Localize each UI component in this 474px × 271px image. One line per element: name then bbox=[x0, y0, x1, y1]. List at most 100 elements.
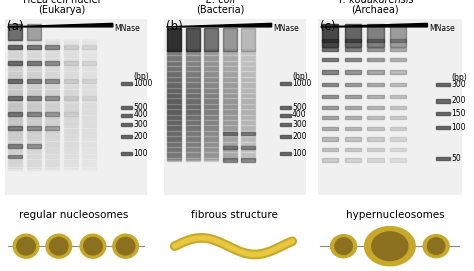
Bar bbox=[186, 133, 200, 135]
Bar bbox=[241, 157, 255, 160]
Bar bbox=[46, 115, 59, 118]
Bar bbox=[27, 119, 41, 121]
Bar bbox=[204, 105, 218, 107]
Bar bbox=[82, 127, 96, 129]
Bar bbox=[223, 151, 237, 154]
Bar bbox=[223, 137, 237, 139]
Bar bbox=[280, 114, 291, 117]
Bar bbox=[82, 68, 96, 70]
Bar bbox=[204, 92, 218, 95]
Bar bbox=[186, 54, 200, 57]
Bar bbox=[167, 117, 181, 120]
Bar bbox=[64, 140, 78, 142]
Bar bbox=[241, 140, 255, 143]
Bar bbox=[223, 75, 237, 78]
Bar bbox=[204, 135, 218, 138]
Bar bbox=[223, 104, 237, 106]
Bar bbox=[241, 138, 255, 140]
Bar bbox=[27, 78, 41, 80]
Bar bbox=[82, 65, 96, 67]
Bar bbox=[9, 140, 22, 142]
Bar bbox=[186, 143, 200, 145]
Bar bbox=[167, 89, 181, 91]
Bar bbox=[241, 112, 255, 114]
Bar bbox=[322, 137, 338, 140]
Bar bbox=[9, 98, 22, 100]
Bar bbox=[82, 120, 96, 122]
Bar bbox=[27, 111, 41, 113]
Bar bbox=[46, 122, 59, 124]
Bar bbox=[64, 61, 78, 65]
Bar bbox=[186, 59, 200, 62]
Bar bbox=[241, 129, 255, 132]
Bar bbox=[186, 130, 200, 133]
Bar bbox=[27, 73, 41, 75]
Ellipse shape bbox=[49, 237, 68, 255]
Bar bbox=[46, 76, 59, 79]
Bar bbox=[9, 120, 22, 122]
Bar bbox=[322, 39, 338, 42]
Bar bbox=[27, 49, 41, 51]
Bar bbox=[82, 79, 96, 83]
Bar bbox=[186, 56, 200, 58]
Bar bbox=[186, 105, 200, 107]
Bar bbox=[241, 107, 255, 109]
Bar bbox=[186, 58, 200, 60]
Bar bbox=[167, 159, 181, 161]
Bar bbox=[27, 65, 41, 67]
Bar bbox=[64, 98, 78, 100]
Bar bbox=[64, 164, 78, 166]
Bar bbox=[64, 83, 78, 85]
Bar bbox=[186, 76, 200, 79]
Bar bbox=[204, 116, 218, 118]
Bar bbox=[223, 97, 237, 100]
Bar bbox=[9, 135, 22, 137]
Bar bbox=[223, 52, 237, 54]
Bar bbox=[64, 88, 78, 90]
Bar bbox=[204, 120, 218, 122]
Bar bbox=[204, 78, 218, 80]
Bar bbox=[46, 158, 59, 160]
Bar bbox=[367, 106, 383, 109]
Bar bbox=[186, 135, 200, 138]
Bar bbox=[64, 120, 78, 122]
Ellipse shape bbox=[83, 237, 102, 255]
Bar bbox=[64, 85, 78, 87]
Bar bbox=[27, 145, 41, 147]
Text: (c): (c) bbox=[320, 20, 336, 33]
Bar bbox=[64, 62, 78, 64]
Bar bbox=[186, 80, 200, 83]
Bar bbox=[186, 123, 200, 125]
Bar bbox=[9, 117, 22, 119]
Bar bbox=[82, 39, 96, 41]
Ellipse shape bbox=[113, 234, 138, 258]
Bar bbox=[82, 46, 96, 49]
Bar bbox=[204, 128, 218, 130]
Text: 500: 500 bbox=[133, 102, 148, 112]
Bar bbox=[345, 83, 361, 86]
Bar bbox=[241, 132, 255, 134]
Bar bbox=[121, 123, 132, 126]
Bar bbox=[82, 156, 96, 158]
Bar bbox=[204, 139, 218, 141]
Bar bbox=[121, 106, 132, 109]
Bar bbox=[223, 133, 237, 135]
Bar bbox=[9, 65, 22, 67]
Bar bbox=[241, 137, 255, 139]
Bar bbox=[82, 111, 96, 113]
Bar bbox=[241, 156, 255, 159]
Bar bbox=[345, 116, 361, 119]
Bar bbox=[204, 53, 218, 56]
Bar bbox=[64, 80, 78, 82]
Bar bbox=[167, 86, 181, 89]
Bar bbox=[241, 78, 255, 80]
Bar bbox=[167, 75, 181, 78]
Bar bbox=[27, 79, 41, 83]
Bar bbox=[186, 62, 200, 64]
Bar bbox=[223, 124, 237, 127]
Bar bbox=[223, 65, 237, 68]
Bar bbox=[204, 93, 218, 96]
Bar bbox=[27, 158, 41, 160]
Bar bbox=[186, 112, 200, 114]
Bar bbox=[46, 164, 59, 166]
